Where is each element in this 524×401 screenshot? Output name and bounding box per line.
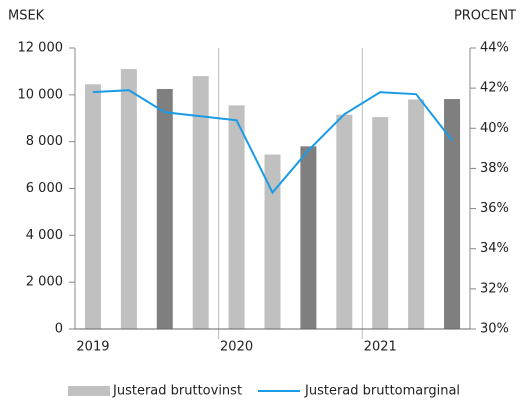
y2-tick-label: 36% — [480, 201, 509, 216]
x-tick-label: 2019 — [76, 340, 109, 355]
bar — [84, 84, 101, 329]
bar — [120, 69, 137, 329]
bar — [156, 88, 173, 330]
x-tick-label: 2020 — [220, 340, 253, 355]
y-tick-label: 0 — [55, 322, 63, 337]
x-tick-label: 2021 — [364, 340, 397, 355]
y2-tick-label: 42% — [480, 81, 509, 96]
bar — [264, 154, 281, 329]
bar — [336, 114, 353, 329]
y2-tick-label: 30% — [480, 322, 509, 337]
y-tick-label: 10 000 — [18, 87, 64, 102]
y-axis-title: MSEK — [8, 9, 45, 24]
bar — [408, 99, 425, 330]
y-tick-label: 6 000 — [26, 181, 63, 196]
y-tick-label: 8 000 — [26, 134, 63, 149]
y2-tick-label: 40% — [480, 121, 509, 136]
y2-tick-label: 32% — [480, 281, 509, 296]
y-tick-label: 2 000 — [26, 275, 63, 290]
y2-tick-label: 44% — [480, 41, 509, 56]
y2-tick-label: 38% — [480, 161, 509, 176]
bar — [192, 76, 209, 329]
legend-swatch — [68, 386, 110, 396]
legend-label: Justerad bruttomarginal — [304, 384, 460, 399]
line — [92, 89, 453, 195]
bar — [372, 117, 389, 330]
y-tick-label: 4 000 — [26, 228, 63, 243]
bar — [300, 146, 317, 329]
y2-tick-label: 34% — [480, 241, 509, 256]
bar — [444, 99, 461, 329]
y-tick-label: 12 000 — [18, 41, 64, 56]
bar — [228, 105, 245, 329]
legend-label: Justerad bruttovinst — [112, 384, 242, 399]
y2-axis-title: PROCENT — [454, 9, 516, 24]
